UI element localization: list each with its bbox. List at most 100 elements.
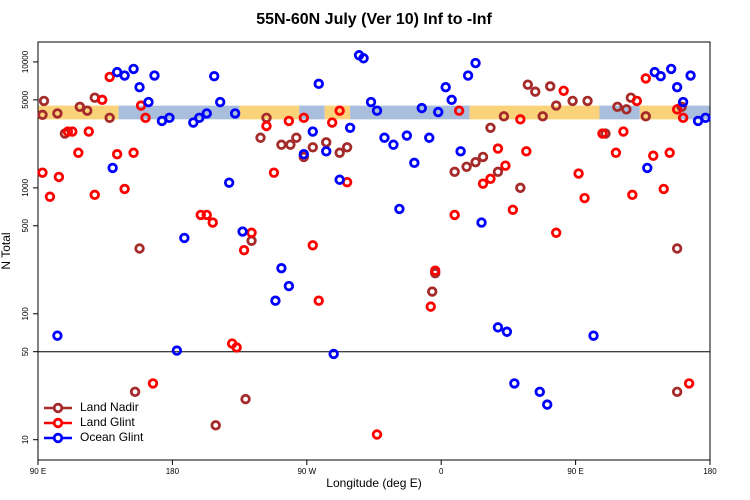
data-point [223,177,235,188]
data-point [655,71,666,82]
data-point [240,393,251,405]
data-point [507,204,519,215]
data-point [664,147,675,158]
data-point [522,79,534,90]
data-point [358,53,369,64]
data-point [648,150,659,161]
data-point [298,149,310,160]
data-point [255,132,266,143]
legend-label: Land Glint [80,415,135,429]
data-point [427,286,438,297]
data-point [534,386,545,398]
data-point [677,112,689,124]
data-point [97,94,108,106]
data-point [425,301,436,312]
data-point [515,114,526,125]
data-point [371,429,383,440]
data-point [261,120,272,132]
plot-frame [37,41,711,461]
data-point [341,142,353,153]
data-point [582,95,593,107]
data-point [328,348,339,360]
data-point [111,149,123,160]
legend-marker [52,432,64,444]
data-point [207,217,218,228]
data-point [430,265,441,276]
data-point [140,112,151,124]
data-point [119,70,130,81]
x-tick-label: 90 W [297,467,316,476]
data-point [621,104,632,115]
data-point [631,95,643,107]
data-point [476,217,487,228]
y-tick-label: 10000 [21,50,30,73]
data-point [201,108,212,119]
data-point [107,162,118,174]
chart-title: 55N-60N July (Ver 10) Inf to -Inf [256,11,492,28]
surface-band [469,105,600,120]
data-point [246,227,257,238]
data-point [119,183,130,195]
data-point [83,126,94,137]
data-point [530,86,541,97]
data-point [313,295,324,306]
data-point [134,82,145,93]
data-point [642,162,653,174]
data-point [542,399,553,410]
y-tick-label: 500 [21,219,30,233]
data-point [671,82,683,93]
data-point [268,167,280,178]
data-point [298,112,310,124]
data-point [210,420,221,431]
data-point [485,173,496,185]
data-point [179,232,190,244]
data-point [334,174,345,185]
data-point [52,108,63,119]
data-point [313,78,324,90]
data-point [671,243,683,254]
data-point [53,171,65,183]
data-point [416,102,427,114]
data-point [455,146,466,157]
data-point [671,104,683,115]
data-point [344,122,356,133]
data-point [401,130,413,141]
data-point [394,203,405,215]
data-point [89,189,100,201]
data-point [276,263,287,274]
data-point [134,243,145,254]
data-point [612,101,623,113]
data-point [307,126,318,137]
data-point [164,112,175,124]
data-point [550,100,562,111]
data-point [388,139,399,150]
data-point [665,63,677,75]
data-point [461,161,472,172]
data-point [147,378,159,389]
data-point [379,132,390,143]
data-point [238,244,250,256]
data-point [588,330,599,341]
x-tick-label: 90 E [567,467,583,476]
data-point [334,147,345,158]
data-point [195,209,206,221]
data-point [201,209,212,221]
data-point [214,96,226,108]
data-point [209,71,220,82]
data-point [371,105,383,116]
data-point [321,146,332,157]
legend-label: Land Nadir [80,400,139,414]
surface-band [599,105,640,120]
data-point [627,189,638,201]
data-point [545,81,556,92]
data-point [246,235,257,246]
data-point [104,71,115,83]
data-point [610,147,622,158]
surface-band [350,105,470,120]
data-point [276,139,287,150]
data-point [470,57,481,69]
data-point [492,143,504,154]
data-point [283,115,295,127]
data-point [446,94,457,106]
data-point [449,166,460,178]
